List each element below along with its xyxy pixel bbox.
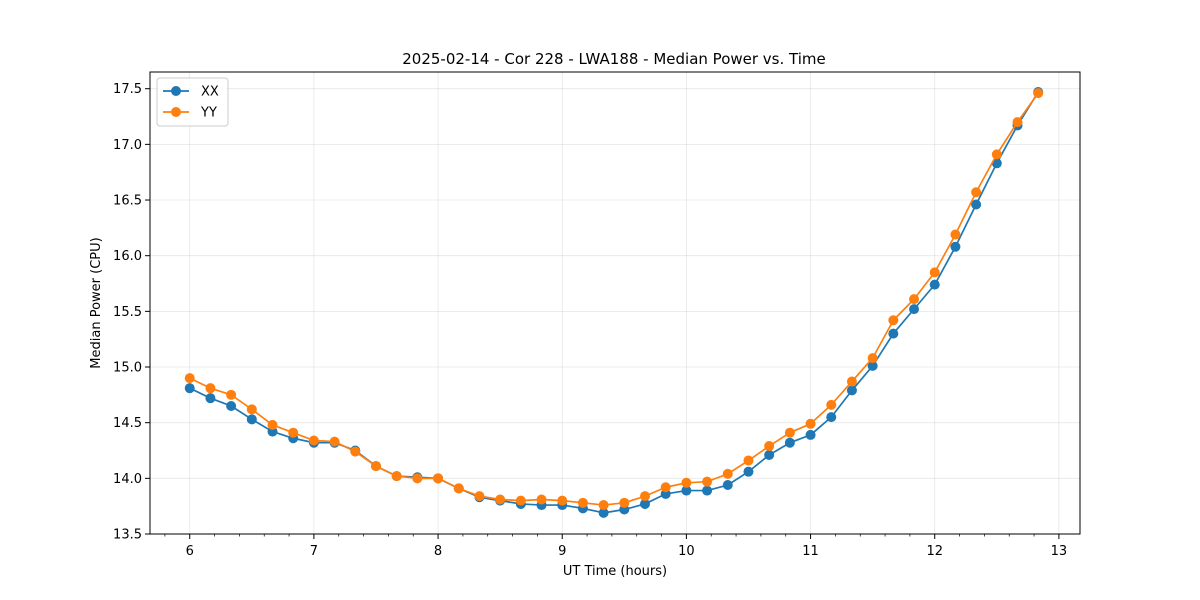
data-point-yy [391,471,402,482]
data-point-yy [702,476,713,487]
legend-label-xx: XX [201,85,219,100]
x-axis-label: UT Time (hours) [563,564,667,579]
data-point-yy [329,436,340,447]
data-point-yy [412,473,423,484]
data-point-xx [909,304,920,315]
legend-marker-xx [171,86,181,96]
y-axis-label: Median Power (CPU) [89,237,104,368]
data-point-xx [598,507,609,518]
data-point-yy [557,495,568,506]
data-point-yy [681,477,692,488]
y-tick-label: 16.0 [113,249,142,264]
series-layer [184,87,1044,518]
x-tick-label: 13 [1051,544,1068,559]
data-point-yy [888,315,899,326]
data-point-xx [888,328,899,339]
data-point-xx [743,466,754,477]
data-point-yy [350,446,361,457]
x-tick-label: 6 [186,544,194,559]
data-point-yy [991,149,1002,160]
data-point-yy [246,404,257,415]
data-point-yy [867,353,878,364]
data-point-yy [433,473,444,484]
y-axis: 13.5 14.0 14.5 15.0 15.5 16.0 16.5 17.0 17.5 [113,82,150,543]
data-point-yy [826,399,837,410]
x-tick-label: 12 [926,544,943,559]
y-tick-label: 17.5 [113,82,142,97]
data-point-yy [660,482,671,493]
data-point-yy [577,497,588,508]
data-point-xx [764,449,775,460]
data-point-xx [991,158,1002,169]
data-point-xx [929,279,940,290]
data-point-xx [640,498,651,509]
data-point-xx [722,480,733,491]
legend-label-yy: YY [200,106,217,121]
data-point-xx [971,199,982,210]
data-point-yy [1012,117,1023,128]
plot-area: 6 7 8 9 10 11 12 13 13.5 14.0 14.5 15.0 15.5 16.0 16.… [113,71,1081,559]
data-point-xx [246,414,257,425]
chart-title: 2025-02-14 - Cor 228 - LWA188 - Median P… [402,50,826,68]
data-point-yy [784,427,795,438]
data-point-yy [288,427,299,438]
data-point-xx [226,400,237,411]
y-tick-label: 15.0 [113,361,142,376]
y-tick-label: 17.0 [113,138,142,153]
data-point-xx [805,429,816,440]
data-point-yy [370,461,381,472]
data-point-yy [267,419,278,430]
data-point-yy [184,373,195,384]
data-point-yy [909,294,920,305]
data-point-xx [784,437,795,448]
legend-marker-yy [171,107,181,117]
y-tick-label: 15.5 [113,305,142,320]
data-point-yy [495,494,506,505]
data-point-yy [536,494,547,505]
data-point-yy [453,483,464,494]
x-tick-label: 8 [434,544,442,559]
data-point-yy [640,491,651,502]
x-axis: 6 7 8 9 10 11 12 13 [164,534,1068,559]
y-tick-label: 14.5 [113,416,142,431]
data-point-yy [474,491,485,502]
y-tick-label: 14.0 [113,472,142,487]
y-tick-label: 13.5 [113,528,142,543]
axes-frame [149,71,1081,535]
data-point-yy [743,455,754,466]
data-point-yy [805,418,816,429]
data-point-yy [205,383,216,394]
data-point-yy [598,500,609,511]
data-point-yy [515,495,526,506]
x-tick-label: 7 [310,544,318,559]
data-point-yy [619,497,630,508]
x-tick-label: 11 [802,544,819,559]
data-point-yy [846,376,857,387]
data-point-xx [702,485,713,496]
data-point-xx [681,485,692,496]
data-point-yy [950,229,961,240]
data-point-yy [722,468,733,479]
y-tick-label: 16.5 [113,194,142,209]
x-tick-label: 9 [558,544,566,559]
data-point-yy [308,435,319,446]
data-point-xx [184,383,195,394]
data-point-yy [971,187,982,198]
data-point-xx [846,385,857,396]
data-point-xx [826,412,837,423]
data-point-yy [226,389,237,400]
data-point-yy [764,441,775,452]
data-point-yy [1033,88,1044,99]
x-tick-label: 10 [678,544,695,559]
legend: XX YY [156,77,229,127]
data-point-xx [205,393,216,404]
data-point-yy [929,267,940,278]
data-point-xx [867,360,878,371]
data-point-xx [950,241,961,252]
